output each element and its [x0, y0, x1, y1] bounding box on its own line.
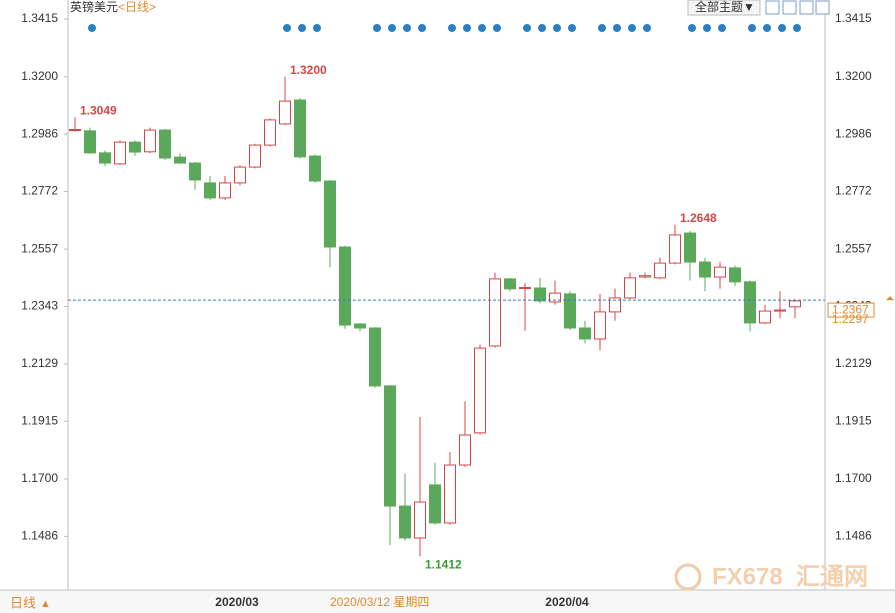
- candle-body: [504, 278, 516, 290]
- theme-button[interactable]: 全部主题▼: [695, 0, 755, 14]
- theme-button-bg[interactable]: [687, 0, 761, 16]
- candle-body: [684, 232, 696, 263]
- price-marker: [886, 296, 894, 301]
- candle-body: [369, 327, 381, 387]
- toolbar-icons[interactable]: [765, 0, 830, 15]
- second-price: 1.2297: [832, 312, 869, 326]
- event-markers: [88, 24, 801, 32]
- y2-tick-label: 1.3200: [835, 69, 872, 83]
- high-label: 1.3049: [80, 103, 117, 117]
- candle-body: [744, 281, 756, 324]
- chart-title: 英镑美元: [70, 0, 118, 14]
- candle-body: [474, 347, 486, 434]
- candle-body: [159, 129, 171, 159]
- period-label[interactable]: 日线: [10, 595, 36, 610]
- candle-body: [69, 129, 81, 132]
- candle-body: [729, 267, 741, 283]
- high-label: 1.2648: [680, 211, 717, 225]
- y2-tick-label: 1.1486: [835, 529, 872, 543]
- candle-body: [264, 119, 276, 146]
- y2-tick-label: 1.2986: [835, 126, 872, 140]
- candle-body: [459, 434, 471, 466]
- candle-body: [774, 309, 786, 312]
- candle-body: [519, 286, 531, 289]
- candle-body: [654, 262, 666, 279]
- y-tick-label: 1.3200: [21, 69, 58, 83]
- watermark-logo: [674, 563, 702, 591]
- candle-body: [534, 287, 546, 302]
- y-tick-label: 1.3415: [21, 11, 58, 25]
- candle-body: [279, 100, 291, 125]
- y2-tick-label: 1.3415: [835, 11, 872, 25]
- candle-body: [444, 464, 456, 524]
- candle-body: [624, 277, 636, 299]
- candle-body: [414, 501, 426, 539]
- low-label: 1.1412: [425, 557, 462, 571]
- y-tick-label: 1.2772: [21, 184, 58, 198]
- high-label: 1.3200: [290, 63, 327, 77]
- y-tick-label: 1.2129: [21, 356, 58, 370]
- x-tick-label: 2020/03: [215, 595, 259, 609]
- candle-body: [249, 144, 261, 168]
- candle-body: [699, 261, 711, 278]
- candle-body: [354, 323, 366, 329]
- candle-body: [84, 130, 96, 154]
- candle-body: [294, 99, 306, 158]
- candle-body: [129, 141, 141, 153]
- candle-body: [399, 505, 411, 539]
- x-tick-label: 2020/04: [545, 595, 589, 609]
- current-price: 1.2367: [832, 302, 869, 316]
- y-tick-label: 1.1915: [21, 413, 58, 427]
- candle-body: [489, 278, 501, 347]
- candle-body: [609, 297, 621, 313]
- candle-body: [789, 300, 801, 308]
- watermark: 汇通网: [796, 563, 868, 590]
- candle-body: [594, 311, 606, 340]
- candle-body: [339, 246, 351, 326]
- candle-body: [174, 156, 186, 164]
- candle-body: [639, 275, 651, 278]
- candle-body: [714, 266, 726, 278]
- y-tick-label: 1.2343: [21, 299, 58, 313]
- candle-body: [309, 155, 321, 182]
- candle-body: [219, 182, 231, 199]
- candle-body: [99, 152, 111, 164]
- candle-body: [549, 292, 561, 303]
- period-toggle[interactable]: ▲: [40, 598, 51, 610]
- chart-subtitle[interactable]: <日线>: [118, 0, 156, 14]
- candle-body: [324, 180, 336, 248]
- price-box: [827, 302, 875, 318]
- candle-body: [234, 166, 246, 184]
- bottom-bar: [0, 591, 895, 613]
- y2-tick-label: 1.1700: [835, 471, 872, 485]
- candle-body: [114, 141, 126, 165]
- candle-body: [579, 327, 591, 340]
- candle-body: [204, 182, 216, 199]
- y2-tick-label: 1.1915: [835, 413, 872, 427]
- y2-tick-label: 1.2557: [835, 241, 872, 255]
- y-tick-label: 1.2557: [21, 241, 58, 255]
- cursor-label: 2020/03/12 星期四: [330, 595, 429, 609]
- y-tick-label: 1.1486: [21, 529, 58, 543]
- candle-body: [384, 385, 396, 507]
- candle-body: [429, 484, 441, 524]
- y-tick-label: 1.2986: [21, 126, 58, 140]
- candle-body: [669, 234, 681, 264]
- candle-body: [564, 293, 576, 329]
- candle-body: [144, 129, 156, 153]
- candle-body: [759, 310, 771, 324]
- y-tick-label: 1.1700: [21, 471, 58, 485]
- y2-tick-label: 1.2772: [835, 184, 872, 198]
- candle-body: [189, 162, 201, 181]
- y2-tick-label: 1.2129: [835, 356, 872, 370]
- watermark: FX678: [712, 563, 783, 590]
